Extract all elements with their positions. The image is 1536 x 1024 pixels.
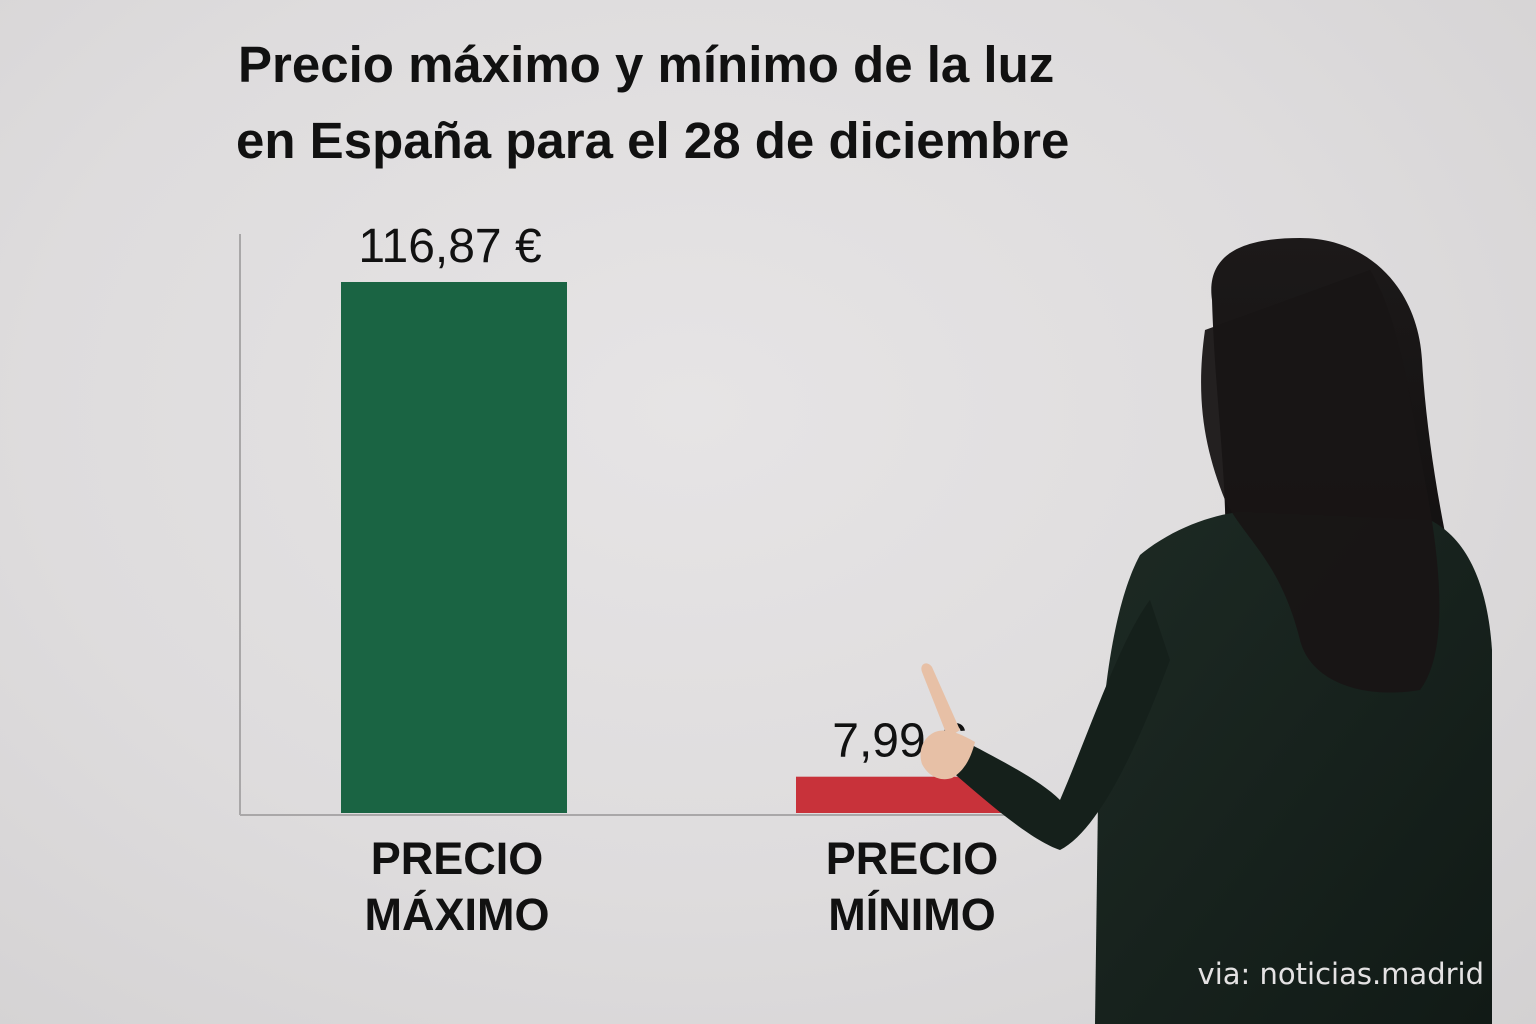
category-label-minimo-line-2: MÍNIMO bbox=[828, 889, 995, 940]
hair-front bbox=[1201, 270, 1440, 693]
category-label-minimo-line-1: PRECIO bbox=[826, 833, 999, 884]
watermark-source: via: noticias.madrid bbox=[1198, 957, 1484, 991]
hand bbox=[920, 730, 975, 780]
category-label-maximo-line-2: MÁXIMO bbox=[365, 889, 550, 940]
bar-precio-maximo bbox=[341, 282, 567, 813]
chart-title-line-2: en España para el 28 de diciembre bbox=[236, 112, 1069, 169]
woman-pointing-illustration bbox=[920, 238, 1492, 1024]
category-label-maximo-line-1: PRECIO bbox=[371, 833, 544, 884]
chart-title-line-1: Precio máximo y mínimo de la luz bbox=[238, 36, 1054, 93]
pointing-finger bbox=[921, 663, 960, 738]
value-label-precio-maximo: 116,87 € bbox=[358, 220, 542, 273]
arm bbox=[950, 600, 1170, 850]
